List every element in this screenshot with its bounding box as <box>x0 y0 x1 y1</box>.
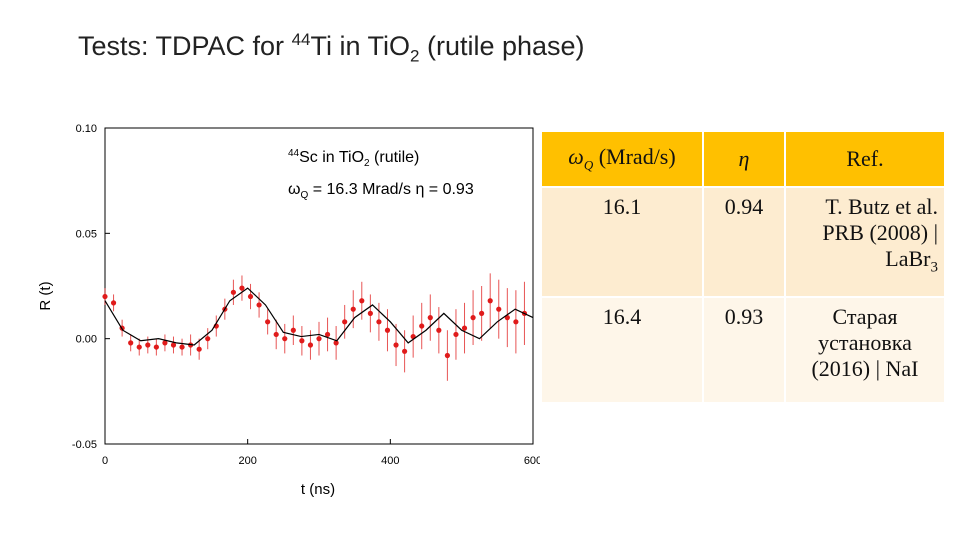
y-tick-label: 0.00 <box>76 334 97 346</box>
x-tick-label: 600 <box>524 455 540 467</box>
data-point <box>333 340 339 346</box>
data-point <box>162 340 168 346</box>
title-text: Tests: TDPAC for <box>78 31 292 61</box>
data-point <box>359 298 365 304</box>
data-point <box>513 319 519 325</box>
data-point <box>247 293 254 300</box>
title-sup: 44 <box>291 30 311 49</box>
data-point <box>453 331 459 338</box>
title-sub: 2 <box>410 46 420 66</box>
x-tick-label: 0 <box>102 455 108 467</box>
cell-text: T. Butz et al. PRB (2008) | LaBr <box>822 194 938 271</box>
data-point <box>196 346 202 352</box>
title-text: (rutile phase) <box>419 31 585 61</box>
data-point <box>299 338 305 344</box>
data-point <box>393 342 399 348</box>
x-tick-label: 200 <box>238 455 256 467</box>
header-text: ω <box>568 144 584 170</box>
data-point <box>376 319 382 325</box>
header-cell: Ref. <box>784 130 946 188</box>
plot-frame <box>104 127 534 445</box>
annotation-text: = 16.3 Mrad/s η = 0.93 <box>308 181 474 198</box>
title-text: Ti in TiO <box>310 31 410 61</box>
y-tick-label: 0.10 <box>76 123 97 135</box>
data-point <box>461 325 468 331</box>
annotation: ωQ = 16.3 Mrad/s η = 0.93 <box>288 181 474 201</box>
fit-line <box>104 287 534 346</box>
data-point <box>444 352 450 359</box>
results-table: ωQ (Mrad/s) η Ref. 16.1 0.94 T. Butz et … <box>540 130 946 404</box>
data-point <box>324 331 331 338</box>
cell: Старая установка (2016) | NaI <box>784 296 946 404</box>
data-point <box>367 310 373 316</box>
data-point <box>290 327 296 333</box>
annotation-sup: 44 <box>288 148 300 159</box>
annotation-sub: 2 <box>364 158 370 169</box>
x-axis-label: t (ns) <box>301 481 335 498</box>
data-point <box>273 331 279 338</box>
data-point <box>110 300 117 306</box>
chart: t (ns) R (t) 44Sc in TiO2 (rutile) ωQ = … <box>37 123 540 498</box>
annotation-text: (rutile) <box>370 149 420 166</box>
annotation-sub: Q <box>301 190 309 201</box>
data-point <box>282 336 288 342</box>
cell-sub: 3 <box>930 259 939 276</box>
data-point <box>230 289 236 295</box>
data-point <box>350 306 356 312</box>
slide-title: Tests: TDPAC for 44Ti in TiO2 (rutile ph… <box>78 30 585 66</box>
data-point <box>307 342 314 348</box>
annotation-text: ω <box>288 181 301 198</box>
data-point <box>427 315 433 321</box>
data-point <box>205 336 211 342</box>
data-point <box>136 344 142 350</box>
header-cell: η <box>702 130 786 188</box>
data-point <box>470 315 476 321</box>
data-point <box>419 323 425 329</box>
annotation-text: Sc in TiO <box>299 149 364 166</box>
header-text: Ref. <box>846 146 884 171</box>
data-point <box>487 298 493 304</box>
data-point <box>316 336 322 342</box>
data-point <box>479 310 485 316</box>
header-text: (Mrad/s) <box>593 144 676 170</box>
data-point <box>179 344 185 350</box>
header-text: η <box>738 146 750 171</box>
header-sub: Q <box>583 157 594 173</box>
annotation: 44Sc in TiO2 (rutile) <box>288 148 419 169</box>
data-point <box>145 342 151 348</box>
y-tick-label: 0.05 <box>76 228 97 240</box>
data-point <box>170 342 177 348</box>
data-point <box>102 293 108 300</box>
data-point <box>265 319 271 325</box>
data-point <box>384 327 391 333</box>
cell: 0.93 <box>702 296 786 404</box>
data-point <box>153 344 159 350</box>
data-point <box>436 327 442 333</box>
data-point <box>402 348 408 354</box>
data-point <box>128 340 134 346</box>
header-cell: ωQ (Mrad/s) <box>540 130 704 188</box>
data-point <box>239 285 245 291</box>
cell: 16.1 <box>540 186 704 298</box>
data-point <box>342 319 348 325</box>
cell: T. Butz et al. PRB (2008) | LaBr3 <box>784 186 946 298</box>
y-tick-label: -0.05 <box>72 439 97 451</box>
y-axis-label: R (t) <box>37 281 54 310</box>
cell: 16.4 <box>540 296 704 404</box>
data-point <box>256 302 262 308</box>
x-tick-label: 400 <box>381 455 399 467</box>
data-point <box>496 306 502 312</box>
cell: 0.94 <box>702 186 786 298</box>
